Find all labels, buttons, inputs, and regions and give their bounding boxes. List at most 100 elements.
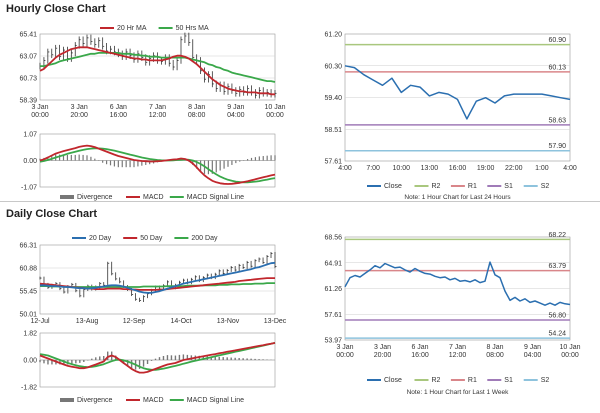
- hourly-pivot-x-tick-label: 16:00: [449, 165, 467, 172]
- hourly-macd-y-tick-label: 0.00: [23, 158, 37, 165]
- hourly-pivot-level-label: 57.90: [548, 143, 566, 150]
- hourly-pivot-close-line: [344, 65, 571, 120]
- hourly-pivot-x-tick-label: 19:00: [477, 165, 495, 172]
- hourly-section-title: Hourly Close Chart: [6, 3, 106, 15]
- daily-pivot-x-tick-label: 00:00: [561, 352, 579, 359]
- daily-price-legend-entry: 50 Day: [140, 235, 163, 242]
- hourly-price-x-tick-label: 3 Jan: [71, 104, 88, 111]
- hourly-ma50-line: [40, 52, 276, 83]
- section-divider: [0, 201, 600, 202]
- hourly-pivot-x-tick-label: 10:00: [392, 165, 410, 172]
- daily-pivot-level-label: 68.22: [548, 232, 566, 239]
- daily-macd-legend-entry: Divergence: [77, 397, 113, 404]
- hourly-price-y-tick-label: 63.07: [19, 54, 37, 61]
- hourly-macd-legend-entry: Divergence: [77, 194, 113, 201]
- daily-macd-y-tick-label: -1.82: [21, 385, 37, 392]
- daily-section-title: Daily Close Chart: [6, 208, 98, 220]
- hourly-price-x-tick-label: 8 Jan: [188, 104, 205, 111]
- hourly-macd-line: [39, 144, 276, 185]
- daily-pivot-y-tick-label: 68.56: [324, 235, 342, 242]
- hourly-pivot-y-tick-label: 60.30: [324, 63, 342, 70]
- hourly-pivot-x-tick-label: 1:00: [535, 165, 549, 172]
- daily-pivot-y-tick-label: 61.26: [324, 286, 342, 293]
- hourly-pivot-x-tick-label: 13:00: [421, 165, 439, 172]
- daily-pivot-level-label: 54.24: [548, 331, 566, 338]
- hourly-price-x-tick-label: 7 Jan: [149, 104, 166, 111]
- daily-pivot-x-tick-label: 04:00: [524, 352, 542, 359]
- hourly-price-y-tick-label: 58.39: [19, 98, 37, 105]
- daily-pivot-x-tick-label: 12:00: [449, 352, 467, 359]
- daily-pivot-x-tick-label: 20:00: [374, 352, 392, 359]
- daily-pivot-level-label: 56.80: [548, 313, 566, 320]
- hourly-pivot-legend-entry: S1: [504, 183, 513, 190]
- hourly-price-legend-entry: 50 Hrs MA: [176, 25, 209, 32]
- hourly-price-x-tick-label: 12:00: [149, 112, 167, 119]
- hourly-price-x-tick-label: 04:00: [227, 112, 245, 119]
- daily-pivot-x-tick-label: 08:00: [486, 352, 504, 359]
- daily-pivot-x-tick-label: 6 Jan: [411, 344, 428, 351]
- daily-price-y-tick-label: 66.31: [19, 243, 37, 250]
- hourly-price-x-tick-label: 3 Jan: [31, 104, 48, 111]
- daily-macd-y-tick-label: 1.82: [23, 331, 37, 338]
- daily-price-legend-entry: 200 Day: [191, 235, 218, 242]
- daily-pivot-x-tick-label: 3 Jan: [374, 344, 391, 351]
- hourly-pivot-note: Note: 1 Hour Chart for Last 24 Hours: [404, 194, 511, 201]
- hourly-pivot-y-tick-label: 57.61: [324, 159, 342, 166]
- hourly-pivot-y-tick-label: 58.51: [324, 127, 342, 134]
- daily-pivot-x-tick-label: 9 Jan: [524, 344, 541, 351]
- hourly-pivot-x-tick-label: 4:00: [563, 165, 577, 172]
- daily-pivot-y-tick-label: 57.61: [324, 312, 342, 319]
- daily-macd-legend-swatch: [60, 398, 74, 402]
- daily-pivot-y-tick-label: 53.97: [324, 338, 342, 345]
- hourly-price-legend-entry: 20 Hr MA: [117, 25, 147, 32]
- hourly-macd-legend-swatch: [60, 195, 74, 199]
- daily-pivot-x-tick-label: 00:00: [336, 352, 354, 359]
- hourly-pivot-legend-entry: R2: [432, 183, 441, 190]
- daily-macd-line: [39, 342, 276, 374]
- daily-pivot-y-tick-label: 64.91: [324, 260, 342, 267]
- daily-pivot-legend-entry: S1: [504, 377, 513, 384]
- daily-pivot-x-tick-label: 3 Jan: [336, 344, 353, 351]
- hourly-price-x-tick-label: 6 Jan: [110, 104, 127, 111]
- daily-price-x-tick-label: 13-Nov: [217, 318, 240, 325]
- hourly-price-x-tick-label: 00:00: [31, 112, 49, 119]
- daily-pivot-legend-entry: Close: [384, 377, 402, 384]
- hourly-macd-y-tick-label: -1.07: [21, 185, 37, 192]
- hourly-macd-y-tick-label: 1.07: [23, 132, 37, 139]
- daily-pivot-note: Note: 1 Hour Chart for Last 1 Week: [407, 389, 510, 396]
- hourly-pivot-y-tick-label: 61.20: [324, 32, 342, 39]
- daily-price-y-tick-label: 55.45: [19, 289, 37, 296]
- daily-pivot-legend-entry: R2: [432, 377, 441, 384]
- hourly-price-x-tick-label: 20:00: [70, 112, 88, 119]
- daily-signal-line: [39, 342, 276, 371]
- daily-macd-legend-entry: MACD Signal Line: [187, 397, 244, 404]
- hourly-macd-legend-entry: MACD Signal Line: [187, 194, 244, 201]
- hourly-pivot-x-tick-label: 4:00: [338, 165, 352, 172]
- daily-price-x-tick-label: 12-Jul: [30, 318, 50, 325]
- hourly-pivot-legend-entry: S2: [541, 183, 550, 190]
- daily-price-x-tick-label: 13-Dec: [264, 318, 287, 325]
- daily-macd-legend-entry: MACD: [143, 397, 164, 404]
- daily-pivot-legend-entry: R1: [468, 377, 477, 384]
- daily-pivot-close-line: [344, 261, 571, 306]
- daily-pivot-x-tick-label: 10 Jan: [559, 344, 580, 351]
- hourly-price-x-tick-label: 08:00: [188, 112, 206, 119]
- daily-price-y-tick-label: 50.01: [19, 312, 37, 319]
- daily-price-x-tick-label: 14-Oct: [170, 318, 191, 325]
- daily-pivot-x-tick-label: 7 Jan: [449, 344, 466, 351]
- hourly-price-y-tick-label: 60.73: [19, 76, 37, 83]
- daily-price-x-tick-label: 12-Sep: [123, 318, 146, 325]
- daily-ma200-line: [40, 282, 275, 288]
- hourly-pivot-x-tick-label: 7:00: [366, 165, 380, 172]
- daily-ma20-line: [40, 261, 276, 294]
- daily-price-legend-entry: 20 Day: [89, 235, 112, 242]
- hourly-pivot-y-tick-label: 59.40: [324, 95, 342, 102]
- hourly-pivot-legend-entry: Close: [384, 183, 402, 190]
- hourly-price-x-tick-label: 16:00: [110, 112, 128, 119]
- hourly-pivot-x-tick-label: 22:00: [505, 165, 523, 172]
- hourly-price-x-tick-label: 00:00: [266, 112, 284, 119]
- daily-price-x-tick-label: 13-Aug: [76, 318, 99, 325]
- daily-pivot-legend-entry: S2: [541, 377, 550, 384]
- hourly-pivot-level-label: 60.90: [548, 37, 566, 44]
- hourly-pivot-legend-entry: R1: [468, 183, 477, 190]
